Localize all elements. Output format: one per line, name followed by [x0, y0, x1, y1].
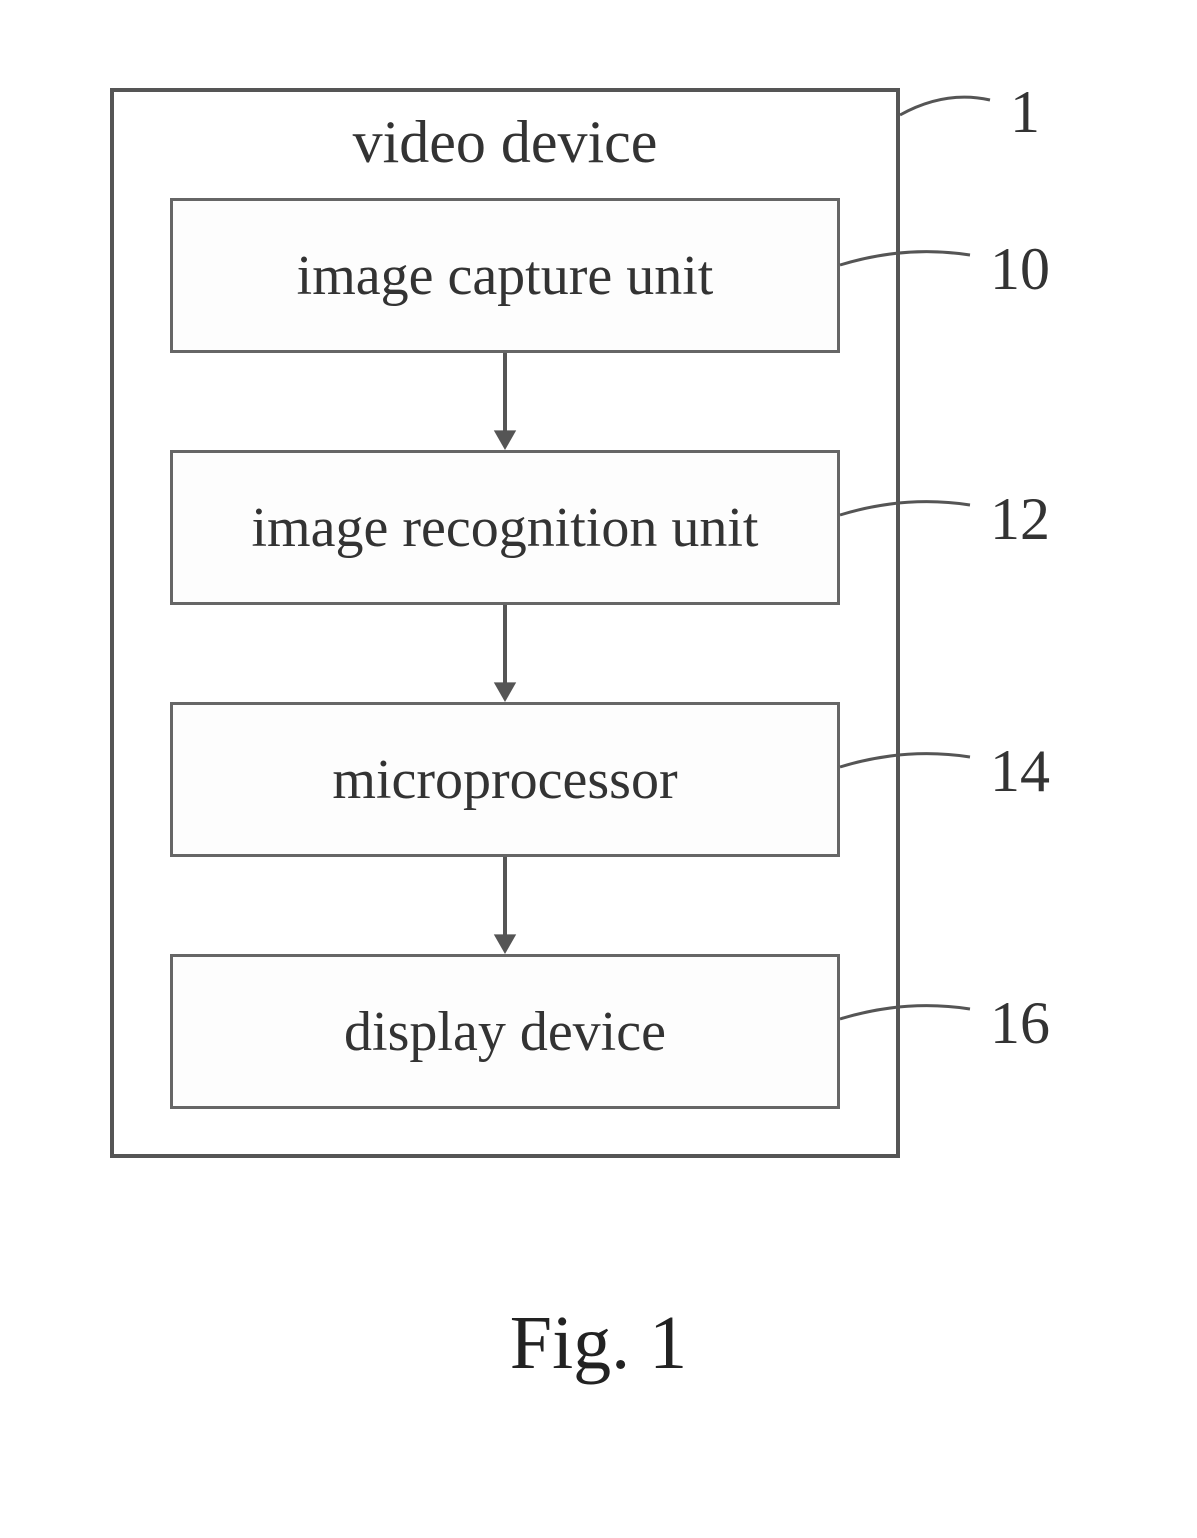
node-leader-line — [840, 505, 974, 519]
node-ref-label: 12 — [990, 485, 1050, 554]
edge-arrow — [489, 857, 521, 956]
node-image-capture-unit: image capture unit — [170, 198, 840, 353]
edge-arrow — [489, 605, 521, 704]
node-label: microprocessor — [332, 748, 677, 812]
node-label: image recognition unit — [252, 496, 759, 560]
diagram-canvas: video device 1 image capture unit 10 ima… — [0, 0, 1197, 1538]
outer-box-title: video device — [110, 108, 900, 177]
outer-leader-line — [900, 100, 994, 119]
outer-ref-label: 1 — [1010, 78, 1040, 147]
edge-arrow — [489, 353, 521, 452]
node-label: image capture unit — [297, 244, 714, 308]
node-label: display device — [344, 1000, 666, 1064]
node-display-device: display device — [170, 954, 840, 1109]
figure-caption: Fig. 1 — [0, 1300, 1197, 1387]
node-leader-line — [840, 1009, 974, 1023]
node-ref-label: 16 — [990, 989, 1050, 1058]
node-image-recognition-unit: image recognition unit — [170, 450, 840, 605]
node-ref-label: 10 — [990, 235, 1050, 304]
node-ref-label: 14 — [990, 737, 1050, 806]
node-leader-line — [840, 255, 974, 269]
node-microprocessor: microprocessor — [170, 702, 840, 857]
node-leader-line — [840, 757, 974, 771]
